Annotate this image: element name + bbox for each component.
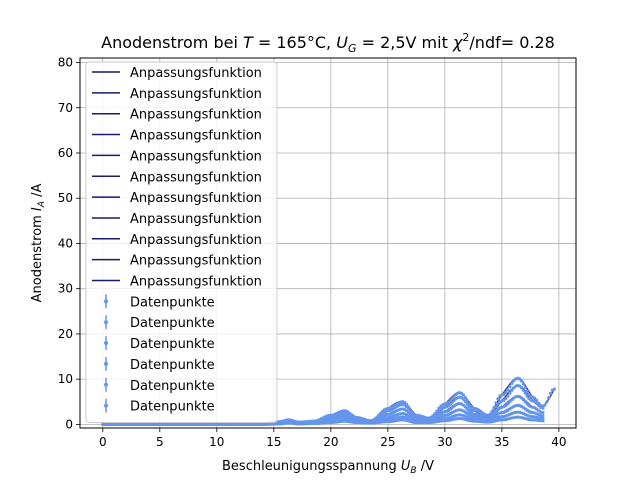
data-point (547, 396, 551, 400)
data-point (506, 394, 510, 398)
legend-label-fit: Anpassungsfunktion (130, 170, 262, 185)
data-point (461, 393, 466, 397)
data-point (510, 388, 514, 392)
y-tick-label: 10 (58, 372, 73, 386)
chart-title: Anodenstrom bei T = 165°C, UG = 2,5V mit… (101, 31, 555, 55)
y-tick-label: 70 (58, 101, 73, 115)
data-point (543, 403, 547, 407)
data-point (535, 401, 539, 405)
x-tick-label: 35 (494, 435, 509, 449)
y-tick-label: 20 (58, 327, 73, 341)
data-point (552, 387, 556, 391)
data-point (548, 391, 553, 395)
data-point (404, 405, 409, 409)
data-point (508, 385, 512, 389)
data-point (504, 390, 508, 395)
x-tick-label: 0 (99, 435, 107, 449)
legend: Anpassungsfunktion Anpassungsfunktion Anpa… (85, 61, 278, 423)
legend-label-fit: Anpassungsfunktion (130, 233, 262, 248)
x-tick-label: 10 (209, 435, 224, 449)
data-point (506, 402, 510, 406)
data-point (406, 410, 411, 415)
data-point (525, 394, 529, 398)
legend-label-data: Datenpunkte (130, 337, 215, 352)
data-point (519, 386, 524, 390)
data-point (461, 397, 466, 401)
data-point (523, 386, 527, 390)
y-tick-label: 50 (58, 191, 73, 205)
data-point (521, 388, 526, 392)
data-point (541, 411, 545, 415)
legend-label-fit: Anpassungsfunktion (130, 149, 262, 164)
data-point (465, 407, 469, 411)
data-point (463, 399, 467, 404)
data-point (508, 391, 512, 395)
legend-data-marker (104, 403, 108, 408)
data-point (537, 403, 541, 408)
data-point (504, 397, 508, 401)
legend-label-data: Datenpunkte (130, 295, 215, 310)
data-point (521, 382, 526, 386)
data-point (467, 405, 471, 409)
data-point (518, 377, 522, 381)
data-point (533, 399, 537, 404)
data-point (523, 400, 527, 404)
legend-label-data: Datenpunkte (130, 358, 215, 373)
legend-label-data: Datenpunkte (130, 379, 215, 394)
legend-label-data: Datenpunkte (130, 400, 215, 415)
legend-label-fit: Anpassungsfunktion (130, 191, 262, 206)
data-point (463, 405, 467, 409)
legend-label-fit: Anpassungsfunktion (130, 254, 262, 269)
x-tick-label: 30 (437, 435, 452, 449)
x-tick-label: 5 (156, 435, 164, 449)
data-point (506, 388, 510, 392)
data-point (545, 400, 549, 404)
y-tick-label: 60 (58, 146, 73, 160)
legend-label-fit: Anpassungsfunktion (130, 108, 262, 123)
legend-label-fit: Anpassungsfunktion (130, 87, 262, 102)
axes-frame (79, 57, 577, 429)
legend-data-marker (104, 341, 108, 346)
y-tick-label: 40 (58, 236, 73, 250)
legend-label-fit: Anpassungsfunktion (130, 275, 262, 290)
x-tick-label: 40 (551, 435, 566, 449)
x-tick-label: 25 (380, 435, 395, 449)
data-point (541, 406, 545, 410)
data-point (494, 409, 498, 414)
data-point (533, 396, 537, 400)
data-point (541, 416, 545, 421)
legend-box (85, 61, 278, 423)
data-point (494, 405, 498, 409)
data-point (508, 400, 512, 404)
legend-data-marker (104, 299, 108, 304)
axis-ticks: 0 5 10 15 20 25 30 35 40 0 10 20 30 40 50 60 70 80 (58, 56, 567, 449)
data-point (541, 414, 545, 418)
data-point (496, 397, 500, 401)
legend-label-data: Datenpunkte (130, 316, 215, 331)
legend-data-marker (104, 361, 108, 366)
legend-label-fit: Anpassungsfunktion (130, 129, 262, 144)
legend-data-marker (104, 320, 108, 325)
y-axis-label: Anodenstrom IA /A (30, 184, 47, 303)
data-point (541, 419, 545, 423)
data-point (523, 391, 527, 395)
legend-data-marker (104, 382, 108, 387)
y-tick-label: 80 (58, 56, 73, 70)
x-tick-label: 15 (266, 435, 281, 449)
y-tick-label: 0 (65, 417, 73, 431)
data-point (510, 381, 514, 386)
legend-label-fit: Anpassungsfunktion (130, 212, 262, 227)
legend-label-fit: Anpassungsfunktion (130, 66, 262, 81)
y-tick-label: 30 (58, 282, 73, 296)
data-point (519, 379, 524, 383)
x-tick-label: 20 (323, 435, 338, 449)
data-point (437, 409, 441, 413)
x-axis-label: Beschleunigungsspannung UB /V (222, 459, 434, 476)
data-point (521, 398, 526, 402)
data-point (496, 402, 500, 406)
data-point (465, 402, 469, 406)
